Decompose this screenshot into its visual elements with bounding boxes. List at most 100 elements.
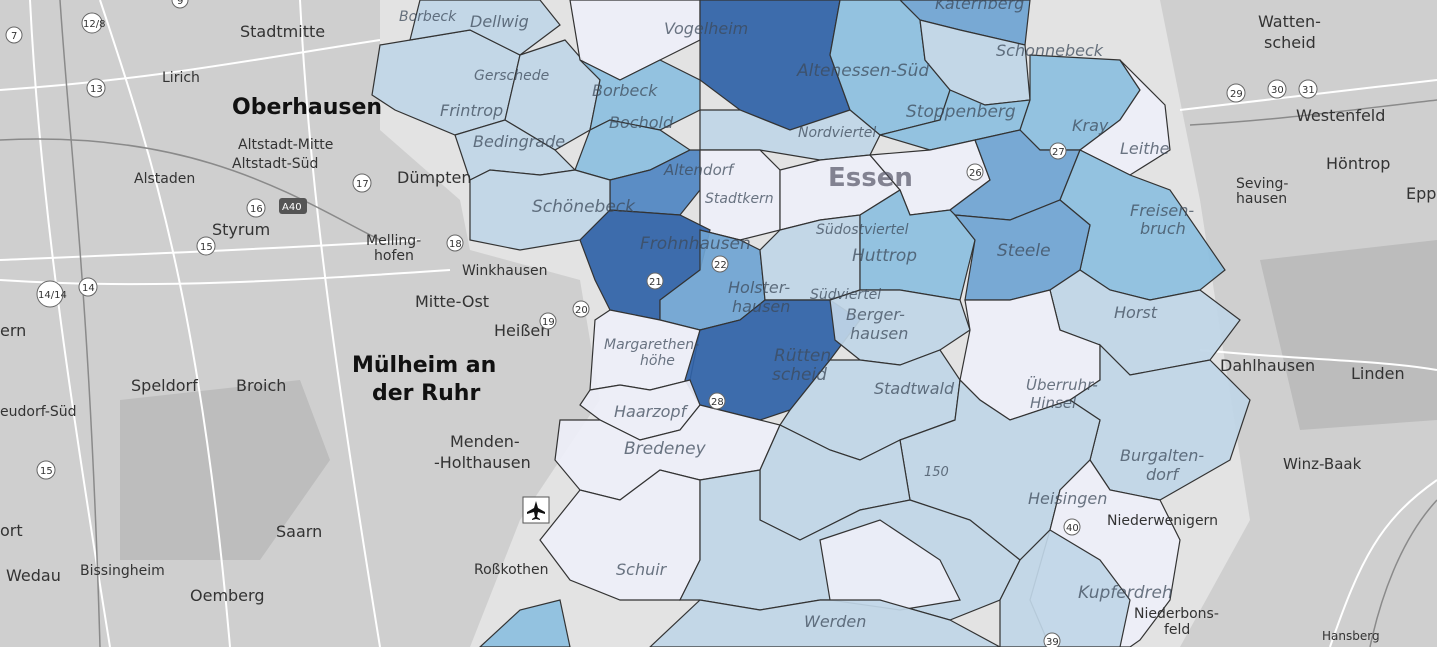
label-huttrop: Huttrop: [852, 246, 917, 266]
label-hoentrop: Höntrop: [1326, 154, 1390, 173]
label-niederbonsfeld-1: Niederbons-: [1134, 606, 1219, 622]
shield-22: 22: [711, 255, 729, 273]
label-ern: ern: [0, 321, 26, 340]
label-hansberg: Hansberg: [1322, 629, 1380, 643]
label-haarzopf: Haarzopf: [614, 402, 689, 421]
label-speldorf: Speldorf: [131, 376, 198, 395]
shield-14: 14: [78, 277, 98, 297]
svg-text:7: 7: [11, 31, 17, 42]
label-alstaden: Alstaden: [134, 171, 195, 187]
label-freisenbruch-1: Freisen-: [1130, 201, 1194, 220]
svg-text:A40: A40: [282, 202, 302, 213]
svg-text:19: 19: [542, 317, 555, 328]
label-gerschede: Gerschede: [474, 68, 549, 84]
label-wattenscheid-2: scheid: [1264, 33, 1316, 52]
label-epp: Epp: [1406, 184, 1436, 203]
place-labels: Stadtmitte Lirich Altstadt-Mitte Altstad…: [0, 12, 1436, 643]
label-heisingen: Heisingen: [1028, 489, 1107, 508]
svg-text:12/8: 12/8: [83, 19, 105, 30]
label-oemberg: Oemberg: [190, 586, 264, 605]
svg-text:31: 31: [1302, 85, 1315, 96]
shield-9: 9: [171, 0, 189, 9]
shield-27: 27: [1049, 142, 1067, 160]
shield-14-14: 14/14: [36, 280, 67, 308]
label-bergeborbeck: Borbeck: [592, 81, 658, 100]
label-stadtkern: Stadtkern: [705, 191, 774, 207]
label-horst: Horst: [1114, 303, 1158, 322]
label-schonnebeck: Schonnebeck: [996, 41, 1104, 60]
shield-21: 21: [646, 272, 664, 290]
label-katernberg: Katernberg: [935, 0, 1024, 13]
label-steele: Steele: [997, 241, 1051, 261]
shield-26: 26: [966, 163, 984, 181]
district-bergerhausen: [829, 289, 971, 366]
label-burgaltendorf-1: Burgalten-: [1120, 446, 1204, 465]
label-heissen: Heißen: [494, 321, 550, 340]
label-oberhausen: Oberhausen: [232, 95, 382, 120]
district-schoenebeck: [469, 169, 611, 251]
label-dahlhausen: Dahlhausen: [1220, 356, 1315, 375]
label-sevinghausen-1: Seving-: [1236, 176, 1289, 192]
city-labels: Oberhausen Mülheim an der Ruhr Essen: [232, 95, 913, 406]
shield-39: 39: [1043, 632, 1061, 647]
shield-18: 18: [446, 234, 464, 252]
label-suedostviertel: Südostviertel: [816, 222, 909, 238]
label-winz-baak: Winz-Baak: [1283, 455, 1362, 473]
label-westenfeld: Westenfeld: [1296, 106, 1385, 125]
shield-19: 19: [539, 312, 557, 330]
district-south-west: [479, 599, 571, 647]
label-bochold: Bochold: [609, 113, 674, 132]
label-bedingrade: Bedingrade: [473, 132, 565, 151]
label-muelheim-2: der Ruhr: [372, 381, 480, 406]
label-styrum: Styrum: [212, 220, 270, 239]
label-ruettenscheid-2: scheid: [772, 365, 827, 385]
label-margarethenhoehe-1: Margarethen-: [604, 337, 699, 353]
label-melling-1: Melling-: [366, 233, 421, 249]
label-bergerhausen-1: Berger-: [846, 305, 905, 324]
label-kupferdreh: Kupferdreh: [1078, 583, 1173, 603]
shield-31: 31: [1298, 79, 1318, 99]
svg-text:29: 29: [1230, 89, 1243, 100]
label-melling-2: hofen: [374, 248, 414, 264]
district-stadtkern: [699, 149, 781, 241]
label-duempten: Dümpten: [397, 168, 471, 187]
svg-text:17: 17: [356, 179, 369, 190]
airplane-icon: [522, 496, 550, 524]
label-ruettenscheid-1: Rütten: [774, 346, 831, 366]
district-labels: Borbeck Dellwig Vogelheim Katernberg Sch…: [399, 0, 1204, 631]
svg-text:22: 22: [714, 260, 727, 271]
label-ort: ort: [0, 521, 23, 540]
label-stadtmitte: Stadtmitte: [240, 22, 325, 41]
label-kray: Kray: [1072, 116, 1109, 135]
shield-17: 17: [352, 173, 372, 193]
label-niederbonsfeld-2: feld: [1164, 622, 1190, 638]
label-ueberruhr-2: Hinsel: [1030, 394, 1077, 412]
shield-7: 7: [5, 26, 23, 44]
label-elev-150: 150: [924, 465, 949, 480]
svg-text:21: 21: [649, 277, 662, 288]
label-leithe: Leithe: [1120, 139, 1170, 158]
label-stoppenberg: Stoppenberg: [906, 102, 1016, 122]
label-wattenscheid-1: Watten-: [1258, 12, 1321, 31]
road-shields: 7 12/8 13 17 16 15 14/14 14 15 A40 18 19…: [5, 0, 1318, 647]
shield-15b: 15: [36, 460, 56, 480]
label-menden-2: -Holthausen: [434, 453, 531, 472]
label-broich: Broich: [236, 376, 286, 395]
shield-12-8: 12/8: [81, 12, 105, 34]
svg-text:9: 9: [177, 0, 183, 7]
shield-40: 40: [1063, 518, 1081, 536]
label-werden: Werden: [804, 612, 866, 631]
svg-text:15: 15: [200, 242, 213, 253]
label-holsterhausen-1: Holster-: [728, 278, 790, 297]
svg-text:15: 15: [40, 466, 53, 477]
shield-a40: A40: [279, 198, 307, 214]
district-south-mid: [649, 599, 1001, 647]
label-altenessen-sued: Altenessen-Süd: [796, 61, 929, 81]
label-nordviertel: Nordviertel: [798, 125, 876, 141]
shield-20: 20: [572, 300, 590, 318]
label-altstadt-mitte: Altstadt-Mitte: [238, 137, 333, 153]
label-holsterhausen-2: hausen: [732, 297, 790, 316]
label-ueberruhr-1: Überruhr-: [1026, 375, 1098, 394]
